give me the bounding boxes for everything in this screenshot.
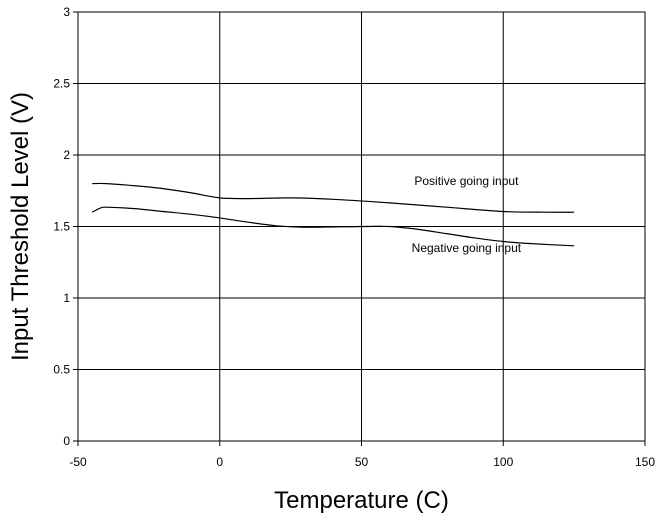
series-lines: [91, 182, 575, 247]
x-tick-label: 50: [355, 455, 369, 469]
y-axis-title: Input Threshold Level (V): [7, 92, 34, 361]
y-tick-label: 2: [63, 148, 70, 162]
y-tick-label: 2.5: [53, 77, 70, 91]
y-tick-label: 0.5: [53, 363, 70, 377]
tick-labels: 0 0.5 1 1.5 2 2.5 3 -50 0 50 100 150: [53, 5, 655, 469]
x-axis-title: Temperature (C): [274, 487, 449, 514]
annotations: Positive going input Negative going input: [412, 174, 522, 255]
x-tick-label: 100: [493, 455, 513, 469]
y-tick-label: 1.5: [53, 220, 70, 234]
x-tick-label: 150: [635, 455, 655, 469]
y-tick-label: 1: [63, 291, 70, 305]
x-tick-label: 0: [216, 455, 223, 469]
series-annotation: Negative going input: [412, 241, 522, 255]
x-tick-label: -50: [69, 455, 87, 469]
series-line-positive-going-input: [92, 182, 575, 213]
y-tick-label: 0: [63, 434, 70, 448]
series-annotation: Positive going input: [414, 174, 519, 188]
series-line-negative-going-input: [91, 206, 575, 247]
y-tick-label: 3: [63, 5, 70, 19]
